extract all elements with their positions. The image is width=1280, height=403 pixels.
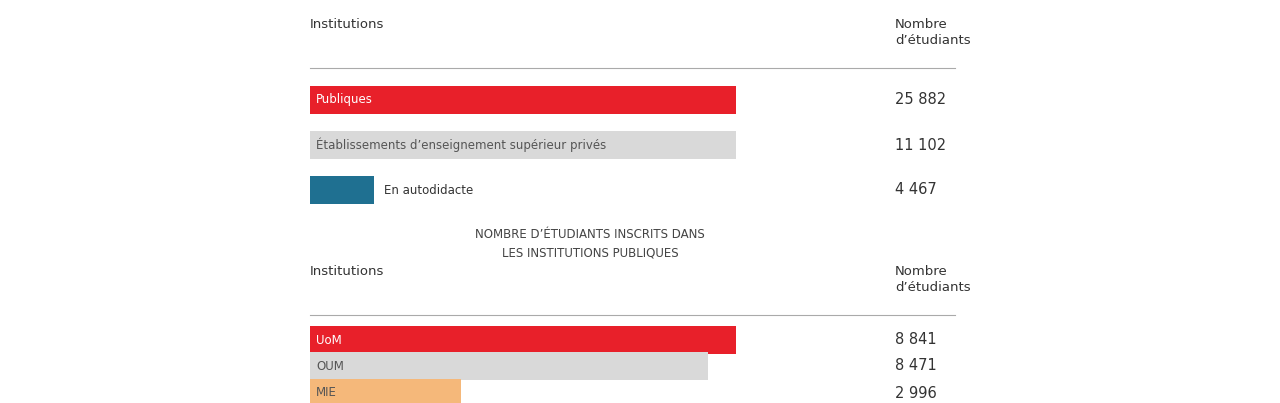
Text: 11 102: 11 102 [895,137,946,152]
Text: 8 841: 8 841 [895,332,937,347]
Text: 4 467: 4 467 [895,183,937,197]
Bar [310,86,736,114]
Text: Nombre
d’étudiants: Nombre d’étudiants [895,18,970,47]
Bar [310,379,461,403]
Text: OUM: OUM [316,359,344,372]
Text: 25 882: 25 882 [895,93,946,108]
Bar [310,352,708,380]
Text: NOMBRE D’ÉTUDIANTS INSCRITS DANS
LES INSTITUTIONS PUBLIQUES: NOMBRE D’ÉTUDIANTS INSCRITS DANS LES INS… [475,228,705,259]
Text: 8 471: 8 471 [895,359,937,374]
Bar [310,176,374,204]
Text: UoM: UoM [316,334,342,347]
Bar [310,326,736,354]
Text: Institutions: Institutions [310,18,384,31]
Text: En autodidacte: En autodidacte [384,183,474,197]
Text: Publiques: Publiques [316,93,372,106]
Text: Institutions: Institutions [310,265,384,278]
Text: Nombre
d’étudiants: Nombre d’étudiants [895,265,970,294]
Text: Établissements d’enseignement supérieur privés: Établissements d’enseignement supérieur … [316,138,607,152]
Bar [310,131,736,159]
Text: 2 996: 2 996 [895,386,937,401]
Text: MIE: MIE [316,386,337,399]
